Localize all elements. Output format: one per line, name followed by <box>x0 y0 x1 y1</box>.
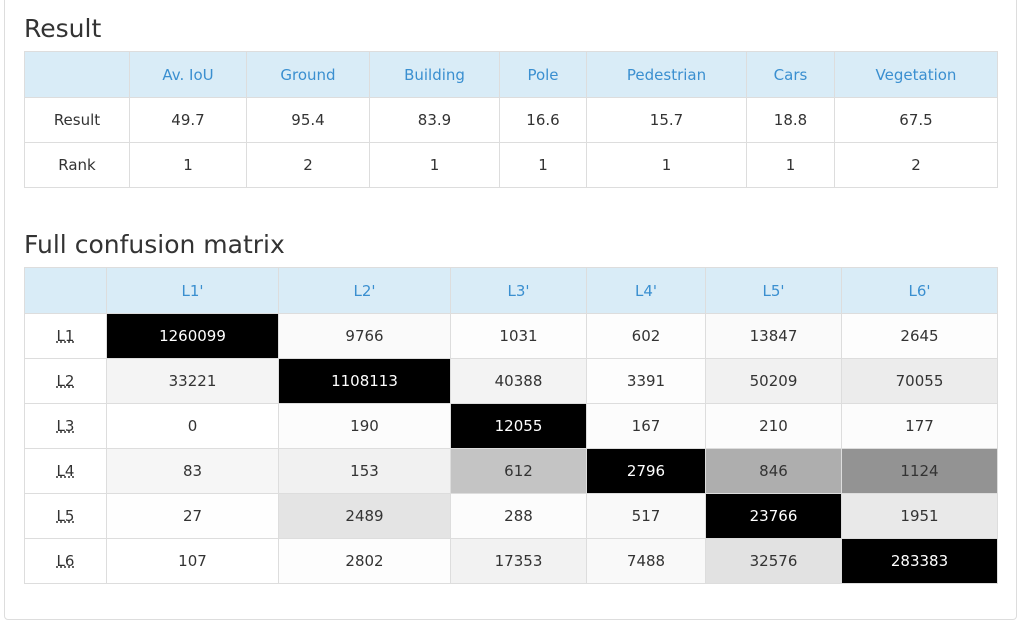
matrix-row-label: L2 <box>24 358 107 404</box>
row-label: Result <box>24 97 130 143</box>
matrix-cell: 9766 <box>278 313 451 359</box>
table-cell: 1 <box>746 142 835 188</box>
matrix-row-label: L3 <box>24 403 107 449</box>
result-header-cell: Cars <box>746 51 835 98</box>
matrix-cell: 12055 <box>450 403 587 449</box>
table-cell: 1 <box>369 142 500 188</box>
result-table: Av. IoU Ground Building Pole Pedestrian … <box>24 51 998 188</box>
matrix-cell: 167 <box>586 403 706 449</box>
matrix-cell: 107 <box>106 538 279 584</box>
table-cell: 2 <box>834 142 998 188</box>
confusion-header-cell: L6' <box>841 267 998 314</box>
matrix-cell: 517 <box>586 493 706 539</box>
result-header-cell: Building <box>369 51 500 98</box>
table-cell: 83.9 <box>369 97 500 143</box>
matrix-cell: 602 <box>586 313 706 359</box>
matrix-cell: 2489 <box>278 493 451 539</box>
matrix-cell: 1124 <box>841 448 998 494</box>
matrix-cell: 2802 <box>278 538 451 584</box>
table-cell: 1 <box>499 142 587 188</box>
matrix-cell: 1951 <box>841 493 998 539</box>
table-row: Result 49.7 95.4 83.9 16.6 15.7 18.8 67.… <box>24 97 998 143</box>
matrix-cell: 40388 <box>450 358 587 404</box>
matrix-cell: 283383 <box>841 538 998 584</box>
result-header-cell: Pole <box>499 51 587 98</box>
matrix-cell: 846 <box>705 448 842 494</box>
matrix-cell: 32576 <box>705 538 842 584</box>
matrix-cell: 3391 <box>586 358 706 404</box>
table-cell: 15.7 <box>586 97 747 143</box>
confusion-heading: Full confusion matrix <box>24 230 285 259</box>
result-heading: Result <box>24 14 102 43</box>
matrix-cell: 153 <box>278 448 451 494</box>
table-cell: 49.7 <box>129 97 247 143</box>
matrix-row: L3 0 190 12055 167 210 177 <box>24 403 998 449</box>
matrix-row: L1 1260099 9766 1031 602 13847 2645 <box>24 313 998 359</box>
confusion-header-cell: L2' <box>278 267 451 314</box>
matrix-cell: 7488 <box>586 538 706 584</box>
matrix-row: L2 33221 1108113 40388 3391 50209 70055 <box>24 358 998 404</box>
matrix-cell: 50209 <box>705 358 842 404</box>
matrix-row-label: L4 <box>24 448 107 494</box>
table-cell: 67.5 <box>834 97 998 143</box>
matrix-cell: 190 <box>278 403 451 449</box>
matrix-cell: 288 <box>450 493 587 539</box>
confusion-header-row: L1' L2' L3' L4' L5' L6' <box>24 267 998 314</box>
result-header-row: Av. IoU Ground Building Pole Pedestrian … <box>24 51 998 98</box>
confusion-header-cell <box>24 267 107 314</box>
table-cell: 1 <box>586 142 747 188</box>
matrix-cell: 27 <box>106 493 279 539</box>
matrix-cell: 33221 <box>106 358 279 404</box>
matrix-row-label: L6 <box>24 538 107 584</box>
matrix-cell: 177 <box>841 403 998 449</box>
matrix-cell: 70055 <box>841 358 998 404</box>
matrix-row: L4 83 153 612 2796 846 1124 <box>24 448 998 494</box>
matrix-cell: 2645 <box>841 313 998 359</box>
confusion-header-cell: L5' <box>705 267 842 314</box>
matrix-cell: 13847 <box>705 313 842 359</box>
matrix-row-label: L1 <box>24 313 107 359</box>
confusion-matrix-table: L1' L2' L3' L4' L5' L6' L1 1260099 9766 103… <box>24 267 998 584</box>
row-label: Rank <box>24 142 130 188</box>
matrix-cell: 17353 <box>450 538 587 584</box>
table-row: Rank 1 2 1 1 1 1 2 <box>24 142 998 188</box>
matrix-row: L5 27 2489 288 517 23766 1951 <box>24 493 998 539</box>
matrix-cell: 0 <box>106 403 279 449</box>
matrix-cell: 83 <box>106 448 279 494</box>
result-header-cell <box>24 51 130 98</box>
table-cell: 16.6 <box>499 97 587 143</box>
matrix-cell: 210 <box>705 403 842 449</box>
matrix-cell: 1108113 <box>278 358 451 404</box>
result-header-cell: Ground <box>246 51 370 98</box>
confusion-header-cell: L1' <box>106 267 279 314</box>
result-header-cell: Av. IoU <box>129 51 247 98</box>
table-cell: 95.4 <box>246 97 370 143</box>
matrix-row-label: L5 <box>24 493 107 539</box>
matrix-cell: 2796 <box>586 448 706 494</box>
matrix-cell: 1031 <box>450 313 587 359</box>
matrix-cell: 23766 <box>705 493 842 539</box>
table-cell: 18.8 <box>746 97 835 143</box>
matrix-cell: 1260099 <box>106 313 279 359</box>
matrix-row: L6 107 2802 17353 7488 32576 283383 <box>24 538 998 584</box>
result-header-cell: Pedestrian <box>586 51 747 98</box>
table-cell: 2 <box>246 142 370 188</box>
table-cell: 1 <box>129 142 247 188</box>
result-header-cell: Vegetation <box>834 51 998 98</box>
confusion-header-cell: L4' <box>586 267 706 314</box>
matrix-cell: 612 <box>450 448 587 494</box>
confusion-header-cell: L3' <box>450 267 587 314</box>
